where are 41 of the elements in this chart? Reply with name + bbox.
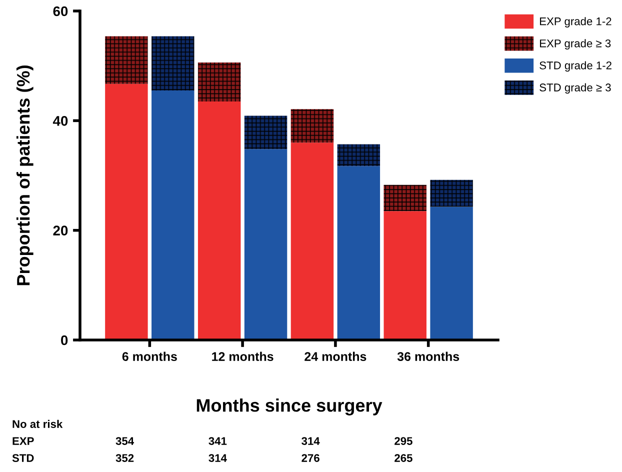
text: 341 — [208, 437, 227, 445]
bar — [105, 36, 148, 84]
text: 354 — [116, 437, 134, 445]
text: STD — [12, 454, 34, 462]
x-axis-title: Months since surgery — [196, 398, 382, 416]
text: 276 — [302, 454, 320, 462]
bar — [290, 109, 334, 143]
text: 295 — [394, 437, 412, 445]
legend-label: EXP grade 1-2 — [540, 17, 612, 28]
bar — [337, 166, 380, 340]
bar — [105, 84, 148, 340]
x-tick-label: 12 months — [212, 352, 274, 361]
x-tick-label: 36 months — [397, 352, 460, 362]
text: 265 — [394, 454, 412, 462]
legend-label: STD grade ≥ 3 — [540, 83, 611, 94]
bar — [384, 184, 426, 212]
y-tick-label: 0 — [61, 335, 68, 346]
y-tick-label: 60 — [53, 6, 68, 16]
y-tick-label: 40 — [52, 116, 68, 126]
bar — [290, 142, 334, 340]
bar — [244, 116, 288, 150]
bar — [198, 62, 241, 102]
x-tick-label: 6 months — [122, 352, 177, 361]
text: 314 — [302, 437, 320, 445]
bar — [198, 101, 241, 340]
y-tick-label: 20 — [53, 226, 68, 236]
text: 352 — [116, 454, 134, 462]
text: EXP — [12, 437, 34, 445]
bar — [384, 211, 426, 340]
text: No at risk — [12, 420, 63, 428]
legend-label: EXP grade ≥ 3 — [540, 39, 611, 50]
bar — [152, 90, 194, 340]
bar — [244, 149, 288, 340]
bar — [430, 180, 473, 207]
x-tick-label: 24 months — [304, 352, 366, 361]
y-axis-title: Proportion of patients (%) — [16, 66, 34, 286]
legend-label: STD grade 1-2 — [540, 61, 612, 72]
text: 314 — [208, 454, 227, 462]
bar — [337, 144, 380, 166]
bar — [152, 36, 194, 91]
bar — [430, 206, 473, 340]
